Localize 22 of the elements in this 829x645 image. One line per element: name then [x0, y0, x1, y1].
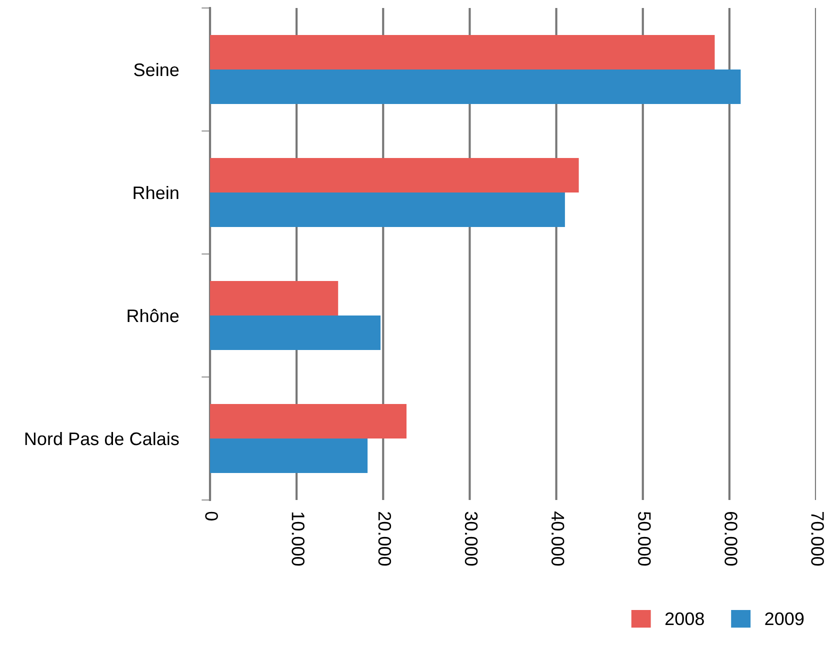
x-tick-label: 30.000 [464, 512, 478, 566]
x-tick-label: 10.000 [292, 512, 305, 566]
x-tick-label: 70.000 [811, 512, 824, 566]
y-tick-label: Nord Pas de Calais [25, 432, 179, 446]
legend-label: 2009 [765, 612, 804, 626]
y-tick-label: Rhein [134, 186, 178, 200]
bar [210, 158, 579, 192]
bar [210, 70, 741, 104]
legend-label: 2008 [665, 612, 704, 626]
bar [210, 404, 407, 438]
bar [210, 281, 338, 316]
x-tick-label: 40.000 [551, 512, 564, 566]
bar [210, 35, 715, 70]
y-tick-label: Rhône [128, 308, 179, 322]
y-tick-label: Seine [134, 62, 179, 76]
x-tick-label: 60.000 [724, 512, 738, 566]
bar [210, 316, 381, 350]
bar [210, 438, 368, 473]
x-tick-label: 0 [205, 512, 218, 520]
x-tick-label: 20.000 [378, 512, 392, 566]
bar [210, 192, 565, 227]
x-tick-label: 50.000 [638, 512, 651, 566]
